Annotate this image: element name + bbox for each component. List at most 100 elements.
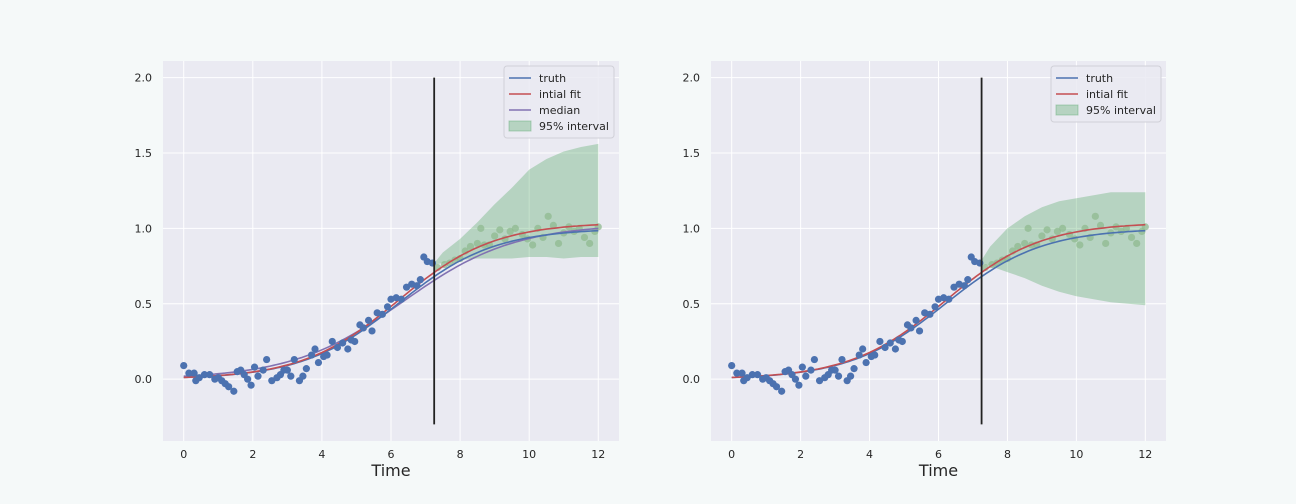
observed-point [230,387,238,395]
observed-point [290,355,298,364]
legend [1050,65,1162,123]
observed-point [307,351,316,359]
observed-point [259,366,267,374]
observed-point [915,327,924,335]
observed-point [244,375,252,383]
future-point [1127,233,1136,242]
observed-point [314,358,323,367]
observed-point [753,371,762,379]
observed-point [931,303,939,311]
observed-point [850,365,858,373]
observed-point [302,365,310,373]
x-tick-label: 0 [728,448,735,461]
observed-point [945,295,953,303]
future-point [496,226,504,234]
observed-point [907,324,915,332]
x-tick-label: 8 [457,448,464,461]
observed-point [807,366,815,374]
y-tick-label: 2.0 [683,72,701,85]
future-point [529,241,537,249]
future-point [1043,226,1051,234]
observed-point [333,343,342,352]
observed-point [339,339,347,347]
future-point [1014,242,1022,251]
observed-point [247,381,255,389]
legend-swatch-interval [1055,104,1079,116]
observed-point [180,362,188,370]
future-point [511,224,519,232]
observed-point [891,345,900,353]
observed-point [225,383,233,391]
observed-point [876,337,884,346]
x-tick-label: 4 [318,448,325,461]
future-point [1091,212,1099,220]
observed-point [881,343,889,352]
y-tick-label: 0.5 [683,298,701,311]
x-tick-label: 2 [797,448,804,461]
observed-point [206,371,214,379]
observed-point [283,366,291,374]
legend-label: 95% interval [1086,104,1156,117]
observed-point [772,383,781,391]
observed-point [185,369,193,377]
future-point [477,224,485,232]
observed-point [323,351,331,359]
observed-point [368,327,376,335]
observed-point [748,371,756,379]
x-tick-label: 6 [935,448,942,461]
observed-point [311,345,319,353]
observed-point [831,366,839,374]
y-tick-label: 1.0 [135,222,153,235]
x-tick-label: 12 [591,448,605,461]
future-point [473,239,481,248]
future-point [491,232,499,240]
future-point [549,221,557,229]
legend-label: truth [1086,72,1113,85]
observed-point [795,381,803,389]
legend-label: median [539,104,580,117]
legend-swatch-interval [508,120,532,132]
future-point [1058,224,1067,232]
observed-point [397,295,405,303]
observed-point [791,375,800,383]
legend-label: intial fit [539,88,582,101]
x-tick-label: 4 [866,448,873,461]
interval-band [981,192,1146,306]
future-point [586,239,594,248]
legend-label: truth [539,72,566,85]
observed-point [778,387,786,395]
observed-point [383,303,392,311]
observed-point [299,372,307,380]
left-panel: 0 2 4 6 8 10 12 0.0 0.5 1.0 1.5 2.0 Time truth intial … [135,61,619,480]
future-point [1076,241,1084,249]
observed-point [733,369,741,377]
observed-point [964,276,972,284]
observed-point [871,351,879,359]
y-tick-label: 0.0 [135,373,153,386]
legend-label: 95% interval [539,120,609,133]
right-panel: 0 2 4 6 8 10 12 0.0 0.5 1.0 1.5 2.0 Time truth intial … [683,61,1166,480]
y-tick-label: 2.0 [135,72,153,85]
observed-point [810,355,819,364]
observed-point [798,363,806,371]
observed-point [898,337,906,346]
observed-point [200,371,209,379]
x-tick-label: 0 [180,448,187,461]
observed-point [351,337,359,346]
observed-point [190,369,198,377]
x-axis-label: Time [918,461,958,480]
observed-point [738,369,746,377]
future-point [1024,224,1032,232]
observed-point [859,345,867,353]
observed-point [862,358,870,367]
observed-point [847,372,855,380]
x-tick-label: 10 [522,448,536,461]
observed-point [328,337,336,346]
observed-point [413,282,421,290]
observed-point [912,316,920,324]
observed-point [254,372,262,380]
observed-point [838,355,846,364]
x-axis-label: Time [370,461,410,480]
observed-point [378,310,386,318]
